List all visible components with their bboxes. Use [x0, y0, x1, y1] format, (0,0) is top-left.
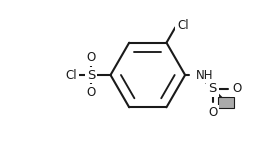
Text: Cl: Cl — [177, 19, 189, 32]
Text: O: O — [86, 51, 95, 64]
FancyBboxPatch shape — [219, 97, 234, 108]
Text: Cl: Cl — [65, 69, 77, 81]
Text: O: O — [232, 82, 242, 95]
Text: O: O — [208, 106, 217, 119]
Text: S: S — [208, 82, 217, 95]
Text: O: O — [86, 86, 95, 99]
Text: NH: NH — [196, 69, 213, 81]
Text: S: S — [87, 69, 95, 81]
